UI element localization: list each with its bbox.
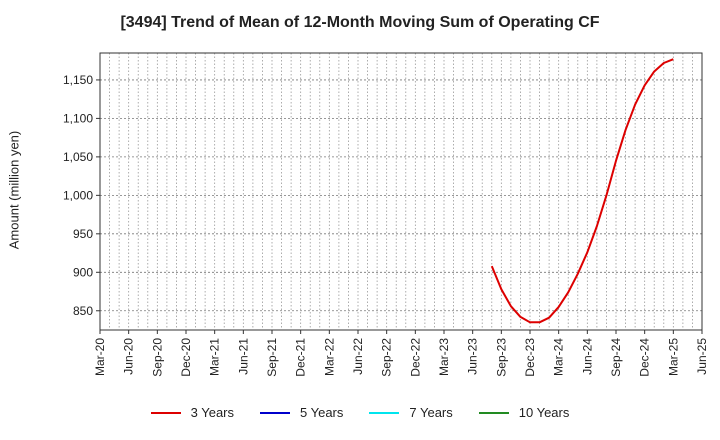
legend-item-5y: 5 Years — [260, 405, 343, 420]
legend-label-5y: 5 Years — [300, 405, 344, 420]
y-tick-label: 1,050 — [63, 150, 93, 164]
x-tick-label: Sep-23 — [494, 338, 508, 377]
x-tick-label: Mar-21 — [208, 338, 222, 376]
y-tick-label: 900 — [73, 265, 93, 279]
x-tick-label: Dec-21 — [294, 338, 308, 377]
x-tick-label: Jun-23 — [466, 338, 480, 375]
y-tick-label: 1,000 — [63, 188, 93, 202]
x-tick-label: Dec-22 — [408, 338, 422, 377]
legend-item-10y: 10 Years — [478, 405, 570, 420]
x-tick-label: Sep-20 — [150, 338, 164, 377]
x-tick-label: Jun-24 — [580, 338, 594, 375]
legend-swatch-10y — [478, 411, 509, 414]
x-tick-label: Jun-20 — [122, 338, 136, 375]
legend-swatch-5y — [260, 411, 290, 414]
y-tick-label: 950 — [73, 227, 93, 241]
x-tick-label: Sep-24 — [609, 338, 623, 377]
legend-label-7y: 7 Years — [409, 405, 453, 420]
x-tick-label: Mar-23 — [437, 338, 451, 376]
x-tick-label: Jun-21 — [236, 338, 250, 375]
x-tick-label: Dec-20 — [179, 338, 193, 377]
x-tick-label: Jun-25 — [695, 338, 709, 375]
x-tick-label: Dec-24 — [638, 338, 652, 377]
legend: 3 Years 5 Years 7 Years 10 Years — [0, 405, 720, 420]
legend-label-3y: 3 Years — [190, 405, 234, 420]
x-tick-label: Mar-24 — [552, 338, 566, 376]
legend-swatch-3y — [150, 411, 181, 414]
y-tick-label: 850 — [73, 304, 93, 318]
legend-item-3y: 3 Years — [150, 405, 234, 420]
plot-border — [99, 52, 703, 331]
x-tick-label: Mar-22 — [322, 338, 336, 376]
y-tick-label: 1,150 — [63, 73, 93, 87]
x-tick-label: Jun-22 — [351, 338, 365, 375]
x-tick-label: Sep-22 — [380, 338, 394, 377]
legend-swatch-7y — [369, 411, 400, 414]
series-line-0 — [490, 58, 674, 324]
x-tick-label: Sep-21 — [265, 338, 279, 377]
chart-title: [3494] Trend of Mean of 12-Month Moving … — [120, 14, 600, 31]
x-tick-label: Mar-25 — [666, 338, 680, 376]
plot-area — [100, 53, 702, 330]
x-tick-label: Dec-23 — [523, 338, 537, 377]
y-tick-label: 1,100 — [63, 111, 93, 125]
x-tick-label: Mar-20 — [93, 338, 107, 376]
legend-item-7y: 7 Years — [369, 405, 453, 420]
legend-label-10y: 10 Years — [518, 405, 570, 420]
